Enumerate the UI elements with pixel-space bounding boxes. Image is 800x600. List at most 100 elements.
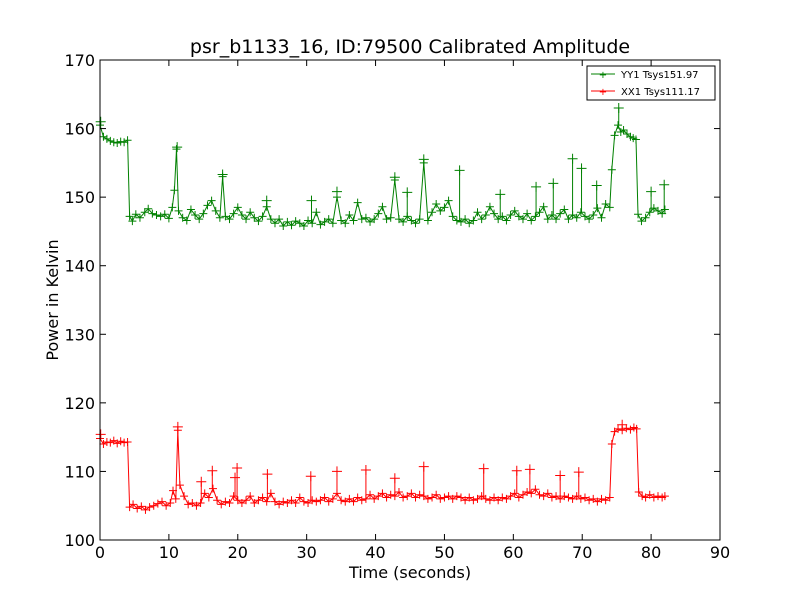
series-1-point-54 <box>304 498 313 507</box>
series-0-point-26 <box>186 205 195 214</box>
y-tick-label-3: 130 <box>64 325 95 344</box>
series-0-point-10 <box>128 217 137 226</box>
series-1-point-62 <box>337 496 346 505</box>
spike-marker-33 <box>524 464 535 475</box>
series-1-point-31 <box>208 484 217 493</box>
series-0-point-127 <box>601 200 610 208</box>
spike-marker-34 <box>555 470 566 481</box>
spike-marker-32 <box>511 465 522 476</box>
series-1-point-109 <box>531 485 540 494</box>
series-1-point-18 <box>162 501 171 510</box>
series-1-point-36 <box>229 492 238 501</box>
series-1-point-84 <box>428 493 437 502</box>
series-1-point-130 <box>614 424 623 433</box>
series-1-point-60 <box>328 494 337 503</box>
series-1-point-87 <box>440 493 449 502</box>
spike-marker-23 <box>230 472 241 483</box>
series-1-point-122 <box>585 496 594 505</box>
series-1-point-123 <box>589 494 598 503</box>
x-tick-label-1: 10 <box>159 543 179 562</box>
series-1-point-42 <box>254 496 263 505</box>
spike-marker-28 <box>360 465 371 476</box>
series-0-point-125 <box>593 204 602 213</box>
series-1-point-8 <box>123 437 132 446</box>
series-1-point-53 <box>299 497 308 506</box>
x-tick-label-9: 90 <box>710 543 730 562</box>
series-0-point-13 <box>140 208 149 217</box>
legend-marker-xx1: + <box>599 87 607 98</box>
series-0-point-124 <box>589 210 598 219</box>
series-0-point-122 <box>580 212 589 221</box>
series-1-point-45 <box>266 489 275 498</box>
series-1-point-5 <box>113 439 122 448</box>
series-0-point-133 <box>619 125 628 134</box>
spike-marker-7 <box>402 187 413 198</box>
x-tick-label-8: 80 <box>641 543 661 562</box>
series-0-point-67 <box>353 198 362 207</box>
series-1-point-12 <box>137 502 146 511</box>
series-0-point-9 <box>125 212 134 221</box>
series-1-point-88 <box>444 492 453 501</box>
series-1-point-86 <box>436 494 445 503</box>
series-0-point-72 <box>374 209 383 218</box>
y-tick-label-1: 110 <box>64 462 95 481</box>
spike-marker-36 <box>617 419 628 430</box>
series-1-point-77 <box>399 493 408 502</box>
spike-marker-3 <box>261 195 272 206</box>
series-1-point-28 <box>196 498 205 507</box>
series-0-point-141 <box>645 208 654 217</box>
series-0-point-143 <box>654 206 662 215</box>
series-1-point-29 <box>200 489 209 498</box>
series-0-point-113 <box>543 215 552 224</box>
series-1-point-34 <box>221 497 230 506</box>
series-0-point-90 <box>448 212 457 221</box>
series-1-point-74 <box>386 490 395 499</box>
spike-marker-9 <box>454 165 465 176</box>
series-0-point-24 <box>178 213 187 222</box>
spike-marker-5 <box>331 186 342 197</box>
spike-marker-18 <box>659 179 670 190</box>
series-0-point-41 <box>246 208 255 217</box>
series-0-point-58 <box>316 220 325 229</box>
series-1-point-72 <box>378 489 387 498</box>
series-0-point-115 <box>552 215 561 224</box>
spike-marker-19 <box>95 429 106 440</box>
spike-marker-16 <box>613 103 624 113</box>
series-1-point-38 <box>237 498 246 507</box>
y-tick-label-6: 160 <box>64 120 95 139</box>
series-0-point-25 <box>182 216 191 225</box>
series-1-point-41 <box>250 498 259 507</box>
series-1-point-105 <box>514 493 523 502</box>
series-0-point-77 <box>394 215 403 224</box>
series-0-point-11 <box>131 210 140 219</box>
series-1-point-135 <box>632 424 641 433</box>
series-0-point-118 <box>564 215 573 224</box>
series-1-point-47 <box>275 500 284 509</box>
series-1-point-133 <box>626 425 635 434</box>
series-1-point-35 <box>225 498 234 507</box>
series-0-point-32 <box>211 206 220 215</box>
series-0-point-85 <box>428 208 437 217</box>
series-0-point-103 <box>502 216 511 225</box>
series-0-point-28 <box>195 215 204 224</box>
series-0-point-57 <box>312 208 321 217</box>
series-1-point-126 <box>601 496 610 505</box>
series-0-point-87 <box>436 206 445 215</box>
series-1-point-16 <box>153 499 162 508</box>
y-tick-label-0: 100 <box>64 531 95 550</box>
series-0-point-101 <box>494 215 503 224</box>
spike-marker-4 <box>306 195 317 206</box>
series-1-point-127 <box>605 493 614 502</box>
series-1-point-56 <box>312 497 321 506</box>
series-0-point-5 <box>113 138 122 147</box>
series-1-point-49 <box>283 498 292 507</box>
series-1-point-94 <box>469 496 478 505</box>
spike-marker-27 <box>331 466 342 477</box>
series-0-point-15 <box>148 209 157 218</box>
series-0-point-120 <box>572 213 581 222</box>
series-1-point-121 <box>580 493 589 502</box>
series-1-point-13 <box>141 505 150 514</box>
series-0-point-27 <box>191 210 200 219</box>
spike-marker-24 <box>232 463 243 473</box>
